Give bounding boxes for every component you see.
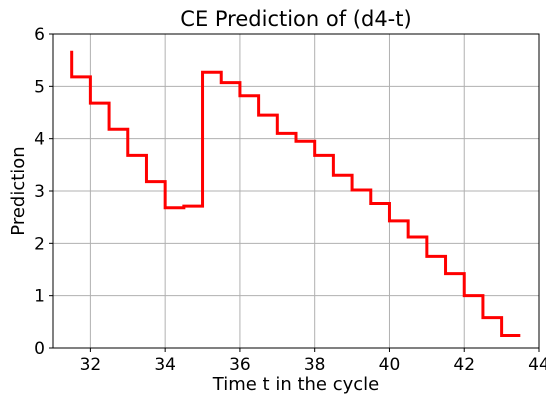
x-tick-label: 40 bbox=[379, 355, 401, 375]
prediction-line bbox=[70, 50, 521, 337]
chart-title: CE Prediction of (d4-t) bbox=[180, 7, 411, 31]
y-tick-label: 3 bbox=[34, 182, 45, 202]
y-axis-label: Prediction bbox=[8, 146, 29, 235]
y-tick-label: 0 bbox=[34, 339, 45, 359]
y-tick-label: 2 bbox=[34, 234, 45, 254]
y-tick-label: 6 bbox=[34, 25, 45, 45]
x-axis-label: Time t in the cycle bbox=[212, 374, 379, 395]
x-tick-label: 36 bbox=[229, 355, 251, 375]
y-tick-label: 5 bbox=[34, 77, 45, 97]
x-tick-label: 38 bbox=[304, 355, 326, 375]
grid bbox=[53, 33, 540, 349]
x-tick-label: 42 bbox=[453, 355, 475, 375]
x-tick-label: 32 bbox=[80, 355, 102, 375]
x-tick-label: 34 bbox=[154, 355, 176, 375]
x-tick-label: 44 bbox=[528, 355, 546, 375]
y-tick-label: 1 bbox=[34, 287, 45, 307]
series-layer bbox=[70, 50, 521, 337]
y-tick-label: 4 bbox=[34, 130, 45, 150]
